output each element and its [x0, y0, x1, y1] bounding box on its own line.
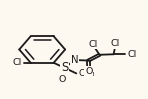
Text: O: O [59, 75, 66, 84]
Text: Cl: Cl [111, 39, 120, 48]
Text: Cl: Cl [13, 58, 22, 67]
Text: O: O [85, 67, 92, 76]
Text: Cl: Cl [89, 40, 98, 49]
Text: S: S [61, 61, 68, 74]
Text: N: N [71, 55, 78, 65]
Text: CH₃: CH₃ [78, 69, 95, 78]
Text: Cl: Cl [127, 50, 137, 59]
